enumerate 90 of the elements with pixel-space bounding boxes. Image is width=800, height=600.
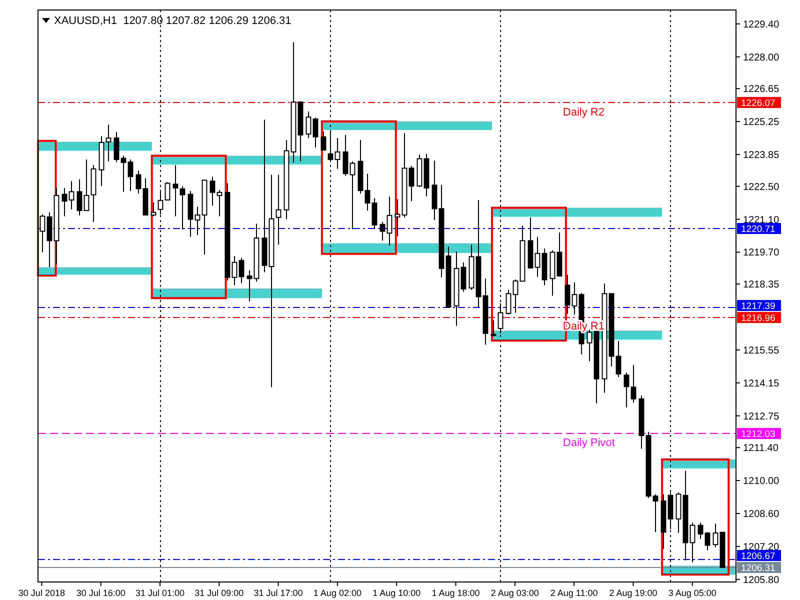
ref-line-label: 1206.31 (741, 562, 776, 574)
x-tick-label: 31 Jul 01:00 (135, 588, 185, 598)
candlestick (238, 257, 244, 284)
x-tick-label: 3 Aug 05:00 (668, 588, 716, 598)
ref-line-label: 1220.71 (741, 224, 776, 235)
candlestick (690, 522, 696, 563)
candlestick (312, 117, 318, 148)
candlestick (556, 232, 562, 276)
candlestick (320, 130, 326, 151)
candlestick (246, 270, 252, 302)
y-tick-label: 1207.20 (743, 542, 780, 553)
candlestick (380, 221, 386, 242)
ref-line-label: 1212.03 (741, 428, 776, 440)
candlestick (704, 532, 710, 551)
candlestick (46, 212, 52, 268)
y-tick-label: 1226.65 (743, 84, 780, 96)
ref-line-label: 1226.07 (741, 98, 776, 109)
x-tick-label: 2 Aug 03:00 (490, 588, 539, 598)
candlestick (490, 320, 496, 337)
candlestick (350, 160, 356, 230)
candlestick (84, 158, 90, 212)
y-tick-label: 1218.35 (743, 279, 780, 290)
candlestick (364, 173, 370, 212)
y-tick-label: 1221.10 (743, 214, 780, 226)
candlestick (624, 372, 630, 408)
candlestick (62, 187, 68, 217)
candlestick (616, 340, 622, 378)
annotation: Daily R2 (562, 106, 604, 118)
candlestick (342, 134, 348, 176)
x-tick-label: 2 Aug 11:00 (550, 588, 598, 598)
candlestick (586, 329, 592, 362)
x-tick-label: 31 Jul 09:00 (194, 588, 244, 598)
y-tick-label: 1222.50 (743, 182, 780, 193)
y-tick-label: 1229.40 (743, 19, 780, 30)
candlestick (460, 262, 466, 292)
candlestick (76, 178, 82, 216)
candlestick (68, 180, 74, 210)
x-tick-label: 2 Aug 19:00 (609, 588, 658, 598)
y-tick-label: 1214.15 (743, 378, 780, 390)
candlestick (432, 160, 438, 220)
y-tick-label: 1228.00 (743, 52, 780, 64)
ref-line-label: 1217.39 (741, 300, 776, 312)
y-tick-label: 1219.70 (743, 248, 780, 259)
x-tick-label: 30 Jul 16:00 (76, 588, 126, 598)
y-tick-label: 1215.55 (743, 345, 780, 356)
y-tick-label: 1225.25 (743, 117, 780, 128)
candlestick (136, 170, 142, 194)
candlestick (564, 274, 570, 314)
x-tick-label: 1 Aug 18:00 (432, 588, 480, 598)
y-tick-label: 1210.00 (743, 476, 780, 488)
candlestick (652, 494, 658, 533)
candlestick (276, 174, 282, 246)
ref-line-label: 1216.96 (741, 312, 776, 324)
candlestick (408, 165, 414, 202)
x-tick-label: 31 Jul 17:00 (254, 588, 303, 598)
candlestick (386, 196, 392, 246)
candlestick (180, 186, 186, 230)
candlestick (334, 138, 340, 170)
x-tick-label: 1 Aug 10:00 (372, 588, 421, 598)
candlestick (150, 202, 156, 217)
candlestick (128, 158, 134, 192)
candlestick (534, 236, 540, 278)
candlestick (394, 198, 400, 237)
candlestick (216, 189, 222, 217)
candlestick (232, 255, 238, 286)
annotation: Daily Pivot (562, 436, 615, 449)
candlestick (572, 282, 578, 316)
y-tick-label: 1212.75 (743, 411, 780, 422)
candlestick (506, 289, 512, 316)
y-tick-label: 1223.85 (743, 150, 780, 162)
candlestick (210, 176, 216, 206)
candlestick (120, 155, 126, 192)
candlestick (512, 279, 518, 314)
x-tick-label: 1 Aug 02:00 (313, 588, 362, 598)
candlestick (194, 206, 200, 236)
candlestick (172, 164, 178, 217)
y-tick-label: 1211.40 (743, 443, 779, 454)
candlestick (164, 182, 170, 200)
y-tick-label: 1208.60 (743, 509, 780, 520)
chart-title: XAUUSD,H1 1207.80 1207.82 1206.29 1206.31 (54, 15, 292, 27)
candlestick (712, 523, 718, 548)
candlestick (306, 110, 312, 139)
candlestick (630, 364, 636, 404)
candlestick (114, 131, 120, 163)
x-tick-label: 30 Jul 2018 (18, 588, 65, 598)
ref-line-label: 1206.67 (741, 550, 776, 562)
candlestick (106, 124, 112, 162)
candlestick (372, 198, 378, 230)
y-tick-label: 1205.80 (743, 574, 780, 586)
candlestick (698, 522, 704, 540)
